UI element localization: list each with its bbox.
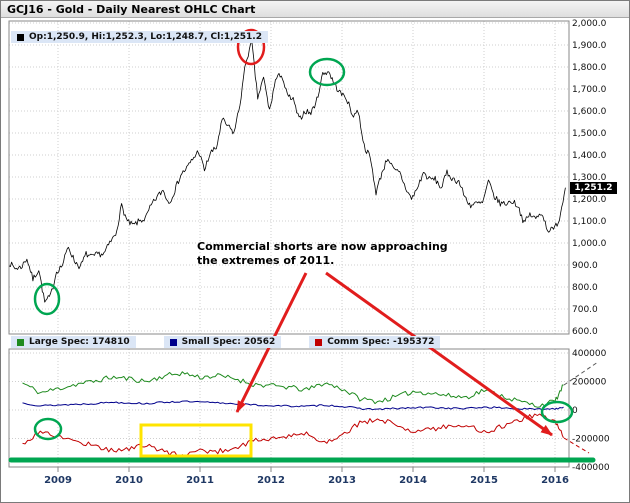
ohlc-legend-text: Op:1,250.9, Hi:1,252.3, Lo:1,248.7, Cl:1…	[29, 32, 262, 42]
svg-text:700.0: 700.0	[572, 305, 598, 315]
svg-text:200000: 200000	[572, 378, 607, 388]
svg-text:2016: 2016	[541, 475, 569, 486]
ohlc-legend: Op:1,250.9, Hi:1,252.3, Lo:1,248.7, Cl:1…	[11, 31, 268, 43]
svg-text:1,700.0: 1,700.0	[572, 85, 607, 95]
small-spec-label: Small Spec: 20562	[181, 337, 276, 347]
svg-text:900.0: 900.0	[572, 261, 598, 271]
svg-text:800.0: 800.0	[572, 283, 598, 293]
svg-text:1,400.0: 1,400.0	[572, 151, 607, 161]
small-spec-swatch-icon	[169, 338, 177, 346]
svg-text:2011: 2011	[186, 475, 214, 486]
svg-text:2014: 2014	[399, 475, 427, 486]
svg-text:600.0: 600.0	[572, 327, 598, 337]
cot-legend: Large Spec: 174810 Small Spec: 20562 Com…	[11, 336, 441, 348]
svg-text:2009: 2009	[44, 475, 72, 486]
svg-text:2015: 2015	[470, 475, 498, 486]
svg-text:1,000.0: 1,000.0	[572, 239, 607, 249]
last-price-label: 1,251.2	[570, 182, 617, 194]
legend-item-comm-spec: Comm Spec: -195372	[309, 336, 441, 348]
svg-text:2013: 2013	[328, 475, 356, 486]
svg-text:0: 0	[572, 406, 578, 416]
svg-text:1,900.0: 1,900.0	[572, 41, 607, 51]
legend-item-small-spec: Small Spec: 20562	[163, 336, 282, 348]
annotation-text: Commercial shorts are now approaching th…	[197, 240, 448, 268]
svg-text:-400000: -400000	[572, 463, 610, 473]
comm-spec-swatch-icon	[315, 338, 323, 346]
svg-text:2,000.0: 2,000.0	[572, 19, 607, 29]
ohlc-swatch-icon	[17, 33, 24, 41]
svg-text:1,200.0: 1,200.0	[572, 195, 607, 205]
svg-text:1,500.0: 1,500.0	[572, 129, 607, 139]
svg-text:-200000: -200000	[572, 435, 610, 445]
large-spec-swatch-icon	[17, 338, 24, 346]
svg-text:2010: 2010	[115, 475, 143, 486]
svg-text:1,300.0: 1,300.0	[572, 173, 607, 183]
svg-text:2012: 2012	[257, 475, 285, 486]
page-title: GCJ16 - Gold - Daily Nearest OHLC Chart	[1, 1, 629, 18]
svg-text:1,800.0: 1,800.0	[572, 63, 607, 73]
large-spec-label: Large Spec: 174810	[29, 337, 130, 347]
svg-text:1,100.0: 1,100.0	[572, 217, 607, 227]
legend-item-large-spec: Large Spec: 174810	[11, 336, 136, 348]
svg-text:400000: 400000	[572, 349, 607, 359]
svg-text:1,600.0: 1,600.0	[572, 107, 607, 117]
comm-spec-label: Comm Spec: -195372	[327, 337, 435, 347]
